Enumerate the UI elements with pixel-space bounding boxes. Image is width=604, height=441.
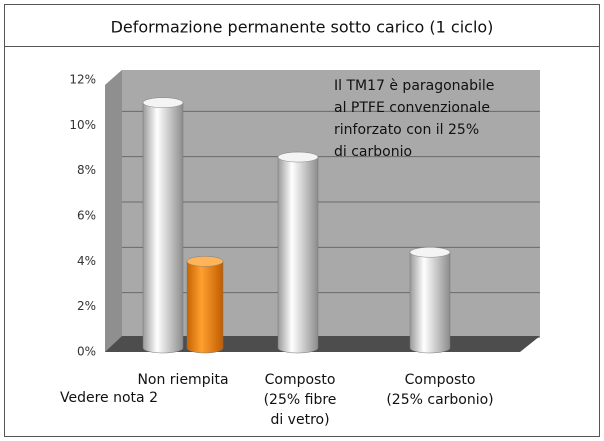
annotation: rinforzato con il 25% — [334, 122, 479, 138]
x-tick-label: (25% fibre — [264, 392, 337, 408]
y-tick-label: 10% — [69, 118, 96, 132]
annotation: al PTFE convenzionale — [334, 100, 490, 116]
x-tick-label: di vetro) — [270, 412, 329, 428]
bar — [186, 256, 224, 354]
bar — [277, 151, 319, 354]
x-tick-label: Composto — [265, 372, 336, 388]
y-tick-label: 6% — [77, 209, 96, 223]
y-tick-label: 4% — [77, 254, 96, 268]
x-tick-label: (25% carbonio) — [386, 392, 493, 408]
y-tick-label: 12% — [69, 73, 96, 87]
y-tick-label: 0% — [77, 345, 96, 359]
x-tick-label: Composto — [405, 372, 476, 388]
bar — [142, 97, 184, 354]
bar — [409, 247, 451, 354]
bar-cap — [186, 256, 224, 267]
footnote: Vedere nota 2 — [60, 390, 158, 406]
x-tick-label: Non riempita — [137, 372, 228, 388]
bar-cap — [277, 151, 319, 163]
y-tick-label: 8% — [77, 163, 96, 177]
annotation: Il TM17 è paragonabile — [334, 78, 494, 94]
bar-cap — [409, 247, 451, 258]
annotation: di carbonio — [334, 144, 412, 160]
bar-cap — [142, 97, 184, 108]
side-wall — [105, 70, 122, 352]
chart-title: Deformazione permanente sotto carico (1 … — [111, 18, 494, 37]
y-tick-label: 2% — [77, 299, 96, 313]
